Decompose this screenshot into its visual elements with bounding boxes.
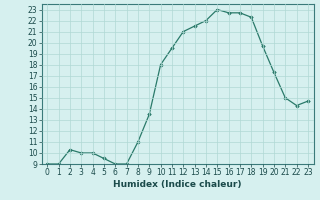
X-axis label: Humidex (Indice chaleur): Humidex (Indice chaleur) (113, 180, 242, 189)
